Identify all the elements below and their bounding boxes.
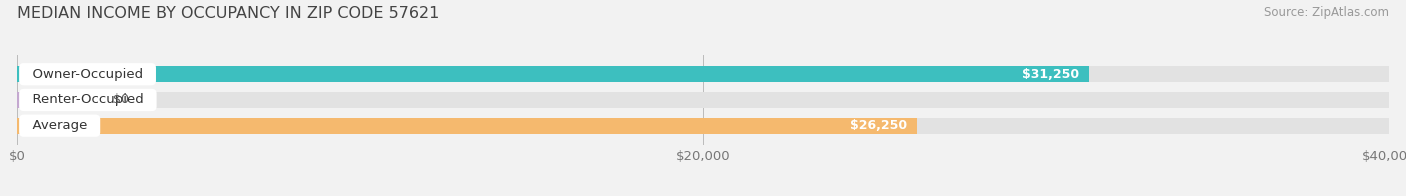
Text: Owner-Occupied: Owner-Occupied bbox=[24, 68, 152, 81]
Text: MEDIAN INCOME BY OCCUPANCY IN ZIP CODE 57621: MEDIAN INCOME BY OCCUPANCY IN ZIP CODE 5… bbox=[17, 6, 439, 21]
Bar bbox=[17, 92, 1389, 108]
Bar bbox=[17, 66, 1090, 82]
Text: Source: ZipAtlas.com: Source: ZipAtlas.com bbox=[1264, 6, 1389, 19]
Text: $26,250: $26,250 bbox=[851, 119, 907, 132]
Text: $0: $0 bbox=[112, 93, 129, 106]
Text: Average: Average bbox=[24, 119, 96, 132]
Text: Renter-Occupied: Renter-Occupied bbox=[24, 93, 152, 106]
Text: $31,250: $31,250 bbox=[1022, 68, 1078, 81]
Bar bbox=[17, 118, 917, 134]
Bar bbox=[17, 66, 1389, 82]
Bar bbox=[17, 118, 1389, 134]
Bar bbox=[17, 92, 93, 108]
